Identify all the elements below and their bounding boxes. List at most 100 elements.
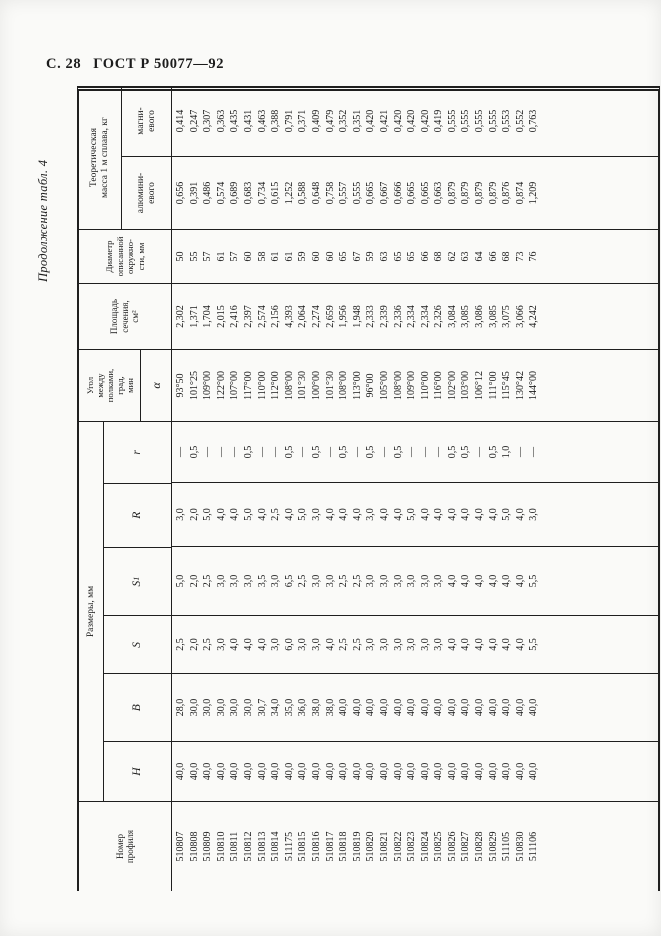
table-cell: 40,0 <box>460 762 472 781</box>
table-cell: 2,064 <box>297 305 309 328</box>
table-cell: 2,5 <box>270 508 282 521</box>
table-cell: 510824 <box>419 831 431 862</box>
table-cell: 3,0 <box>175 508 186 521</box>
table-cell: 28,0 <box>175 698 186 717</box>
header-dimensions-label: Размеры, мм <box>79 422 104 801</box>
table-cell: 0,414 <box>175 109 186 133</box>
table-cell: 0,431 <box>242 109 254 133</box>
table-cell: 0,5 <box>487 445 499 459</box>
table-cell: 0,371 <box>297 109 309 133</box>
header-diameter: Диаметр описанной окружно- сти, мм <box>79 229 172 283</box>
table-cell: 30,0 <box>202 698 214 717</box>
table-cell: 4,0 <box>474 508 486 521</box>
table-cell: 3,0 <box>406 574 418 588</box>
table-cell: 0,555 <box>351 181 363 205</box>
table-cell: 40,0 <box>365 698 377 717</box>
table-cell: — <box>378 447 390 457</box>
table-cell: — <box>270 447 282 457</box>
table-cell: 40,0 <box>487 698 499 717</box>
table-cell: 4,0 <box>242 638 254 651</box>
table-cell: 93°50 <box>175 373 186 398</box>
table-cell: 1,0 <box>501 445 513 459</box>
table-cell: — <box>215 447 227 457</box>
s1-base: S <box>131 580 144 587</box>
table-caption: Продолжение табл. 4 <box>36 159 50 282</box>
table-cell: 30,0 <box>188 698 200 717</box>
table-cell: 3,0 <box>378 638 390 651</box>
table-cell: 63 <box>378 251 390 262</box>
table-cell: 1,252 <box>283 181 295 205</box>
table-cell: 40,0 <box>365 762 377 781</box>
table-cell: 2,574 <box>256 305 268 328</box>
table-cell: — <box>324 447 336 457</box>
header-col-H: Н <box>104 741 171 801</box>
table-cell: 38,0 <box>324 698 336 717</box>
table-cell: 61 <box>270 251 282 262</box>
table-cell: 40,0 <box>406 698 418 717</box>
table-cell: 0,5 <box>460 445 472 459</box>
column-area: 2,302 1,371 1,704 2,015 2,416 2,397 2,574 2,156… <box>172 283 658 349</box>
table-cell: — <box>406 447 418 457</box>
table-cell: 3,085 <box>460 305 472 328</box>
table-cell: 0,656 <box>175 181 186 205</box>
table-cell: 0,420 <box>406 109 418 133</box>
table-cell: 4,0 <box>351 508 363 521</box>
table-cell: 2,5 <box>338 574 350 588</box>
table-cell: 3,0 <box>365 508 377 521</box>
table-cell: 4,0 <box>487 574 499 588</box>
table-cell: — <box>297 447 309 457</box>
table-cell: 40,0 <box>351 698 363 717</box>
table-cell: 0,388 <box>270 109 282 133</box>
table-cell: 2,0 <box>188 574 200 588</box>
table-cell: 4,0 <box>433 508 445 521</box>
table-cell: 510821 <box>378 831 390 862</box>
table-cell: 40,0 <box>351 762 363 781</box>
table-cell: — <box>433 447 445 457</box>
table-cell: 1,948 <box>351 305 363 328</box>
table-cell: 5,5 <box>528 574 540 588</box>
table-cell: 5,0 <box>202 508 214 521</box>
table-cell: 0,479 <box>324 109 336 133</box>
table-cell: 3,085 <box>487 305 499 328</box>
table-cell: 0,758 <box>324 181 336 205</box>
header-mass-label: Теоретическая масса 1 м сплава, кг <box>79 86 122 229</box>
table-cell: 30,7 <box>256 698 268 717</box>
table-cell: 3,0 <box>365 574 377 588</box>
table-cell: 0,663 <box>433 181 445 205</box>
table-cell: 2,5 <box>338 638 350 651</box>
table-cell: 3,0 <box>392 638 404 651</box>
table-cell: 68 <box>501 251 513 262</box>
header-profile-number: Номер профиля <box>79 801 172 891</box>
table-cell: 3,0 <box>270 574 282 588</box>
table-cell: 59 <box>365 251 377 262</box>
column-S1: 5,0 2,0 2,5 3,0 3,0 3,0 3,5 3,0 6,5 2,5 3,0 3,0 2,5 2… <box>172 546 658 615</box>
table-cell: 3,084 <box>446 305 458 328</box>
table-cell: 30,0 <box>242 698 254 717</box>
table-cell: 4,0 <box>460 508 472 521</box>
table-cell: 0,553 <box>501 109 513 133</box>
table-cell: 510809 <box>202 831 214 862</box>
table-cell: 0,555 <box>460 109 472 133</box>
table-cell: 40,0 <box>433 762 445 781</box>
table-cell: 40,0 <box>514 698 526 717</box>
table-cell: 4,0 <box>487 638 499 651</box>
table-cell: 115°45 <box>501 371 513 400</box>
table-cell: 0,879 <box>487 181 499 205</box>
table-cell: 102°00 <box>446 371 458 400</box>
table-cell: 1,209 <box>528 181 540 205</box>
table-cell: 34,0 <box>270 698 282 717</box>
table-cell: 2,416 <box>229 305 241 328</box>
table-cell: 510811 <box>229 831 241 862</box>
column-H: 40,0 40,0 40,0 40,0 40,0 40,0 40,0 40,0 40,0 40,0… <box>172 741 658 801</box>
table-cell: 60 <box>324 251 336 262</box>
table-cell: 64 <box>474 251 486 262</box>
table-cell: 2,334 <box>406 305 418 328</box>
table-cell: 0,420 <box>419 109 431 133</box>
table-cell: 40,0 <box>338 698 350 717</box>
standard-number: ГОСТ Р 50077—92 <box>93 56 225 72</box>
table-cell: 40,0 <box>392 698 404 717</box>
table-cell: — <box>419 447 431 457</box>
table-cell: 40,0 <box>324 762 336 781</box>
